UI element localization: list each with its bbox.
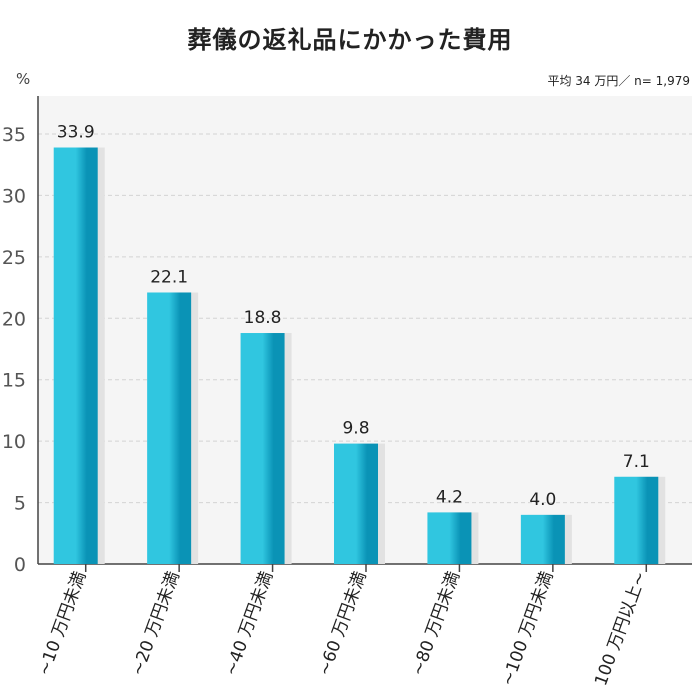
- sample-note: 平均 34 万円／ n= 1,979: [547, 74, 690, 88]
- bar: [53, 147, 98, 564]
- data-label: 4.2: [436, 487, 463, 507]
- chart-title: 葬儀の返礼品にかかった費用: [187, 26, 513, 54]
- y-tick-label: 0: [14, 554, 26, 576]
- x-tick-label: ~20 万円未満: [128, 569, 184, 679]
- x-tick-label: ~10 万円未満: [34, 569, 90, 679]
- y-tick-label: 20: [2, 308, 26, 330]
- y-tick-label: 10: [2, 431, 26, 453]
- bar: [427, 512, 472, 564]
- bar: [520, 514, 565, 564]
- y-tick-label: 35: [2, 124, 26, 146]
- y-tick-label: 25: [2, 247, 26, 269]
- y-tick-label: 30: [2, 185, 26, 207]
- y-tick-label: 15: [2, 370, 26, 392]
- x-tick-label: ~40 万円未満: [221, 569, 277, 679]
- bar: [240, 333, 285, 564]
- data-label: 33.9: [57, 123, 95, 143]
- bar: [334, 443, 378, 564]
- x-tick-label: 100 万円以上~: [591, 569, 651, 689]
- y-axis-unit-label: %: [16, 70, 31, 88]
- bar: [147, 292, 192, 564]
- data-label: 18.8: [244, 308, 282, 328]
- data-label: 9.8: [342, 419, 369, 439]
- x-tick-label: ~60 万円未満: [315, 569, 371, 679]
- x-tick-label: ~80 万円未満: [408, 569, 464, 679]
- y-tick-label: 5: [14, 493, 26, 515]
- data-label: 7.1: [623, 452, 650, 472]
- data-label: 22.1: [150, 267, 188, 287]
- bar: [614, 476, 659, 564]
- x-tick-label: ~100 万円未満: [498, 569, 558, 689]
- data-label: 4.0: [529, 490, 556, 510]
